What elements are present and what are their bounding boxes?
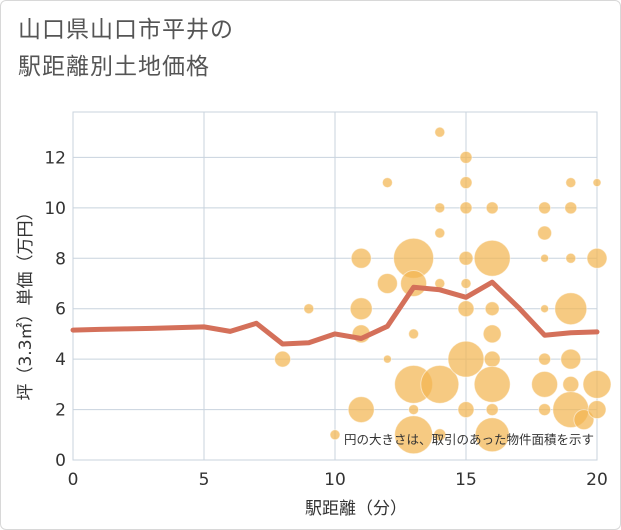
bubble-point	[434, 126, 446, 138]
bubble-point	[303, 303, 315, 315]
bubble-point	[434, 202, 446, 214]
bubble-point	[538, 352, 552, 366]
y-tick-label: 10	[44, 199, 66, 219]
bubble-point	[408, 404, 420, 416]
bubble-point	[562, 375, 580, 393]
bubble-point	[473, 365, 511, 403]
bubble-point	[474, 417, 510, 453]
bubble-point	[565, 177, 577, 189]
x-tick-label: 5	[199, 470, 210, 490]
bubble-point	[537, 225, 553, 241]
bubble-point	[420, 364, 460, 404]
bubble-point	[457, 401, 475, 419]
bubble-point	[459, 201, 473, 215]
bubble-point	[554, 292, 588, 326]
bubble-point	[376, 272, 398, 294]
bubble-point	[484, 301, 500, 317]
bubble-point	[458, 250, 474, 266]
x-tick-label: 20	[586, 470, 608, 490]
x-axis-title: 駅距離（分）	[305, 499, 407, 519]
bubble-point	[587, 400, 607, 420]
bubble-point	[485, 201, 499, 215]
bubble-point	[457, 300, 475, 318]
bubble-point	[408, 328, 420, 340]
bubble-point	[381, 177, 393, 189]
bubble-point	[400, 269, 428, 297]
average-price-line	[70, 279, 600, 347]
bubble-series	[274, 126, 612, 455]
chart-title: 山口県山口市平井の 駅距離別土地価格	[18, 12, 234, 86]
bubble-point	[540, 253, 550, 263]
bubble-point	[460, 277, 472, 289]
bubble-point	[573, 409, 595, 431]
bubble-point	[482, 324, 502, 344]
bubble-point	[531, 370, 559, 398]
bubble-point	[586, 247, 608, 269]
bubble-point	[564, 201, 578, 215]
x-tick-label: 10	[324, 470, 346, 490]
bubble-point	[329, 429, 341, 441]
bubble-point	[483, 350, 501, 368]
chart-title-line-1: 山口県山口市平井の	[18, 17, 234, 43]
bubble-point	[538, 201, 552, 215]
bubble-point	[447, 340, 485, 378]
bubble-point	[347, 396, 375, 424]
x-tick-label: 0	[68, 470, 79, 490]
y-tick-label: 12	[44, 148, 66, 168]
y-tick-label: 0	[55, 451, 66, 471]
y-tick-label: 2	[55, 401, 66, 421]
y-axis-title: 坪（3.3㎡）単価（万円）	[16, 203, 36, 400]
bubble-point	[473, 239, 511, 277]
bubble-point	[592, 178, 602, 188]
bubble-point	[582, 369, 612, 399]
chart-title-line-2: 駅距離別土地価格	[18, 54, 210, 80]
y-tick-label: 6	[55, 300, 66, 320]
bubble-point	[565, 252, 577, 264]
bubble-point	[274, 350, 292, 368]
bubble-point	[459, 150, 473, 164]
bubble-point	[433, 428, 447, 442]
bubble-point	[349, 297, 373, 321]
bubble-point	[540, 304, 550, 314]
axis-ticks: 0 5 10 15 20 0 2 4 6 8 10 12	[44, 148, 607, 490]
bubble-point	[485, 403, 499, 417]
bubble-point	[350, 247, 372, 269]
bubble-point	[382, 354, 392, 364]
bubble-point	[434, 227, 446, 239]
grid-lines	[72, 111, 598, 461]
x-tick-label: 15	[455, 470, 477, 490]
bubble-size-note: 円の大きさは、取引のあった物件面積を示す	[344, 432, 594, 447]
bubble-point	[394, 415, 434, 455]
bubble-point	[538, 403, 552, 417]
bubble-point	[560, 348, 582, 370]
bubble-point	[459, 176, 473, 190]
y-tick-label: 8	[55, 249, 66, 269]
y-tick-label: 4	[55, 350, 66, 370]
